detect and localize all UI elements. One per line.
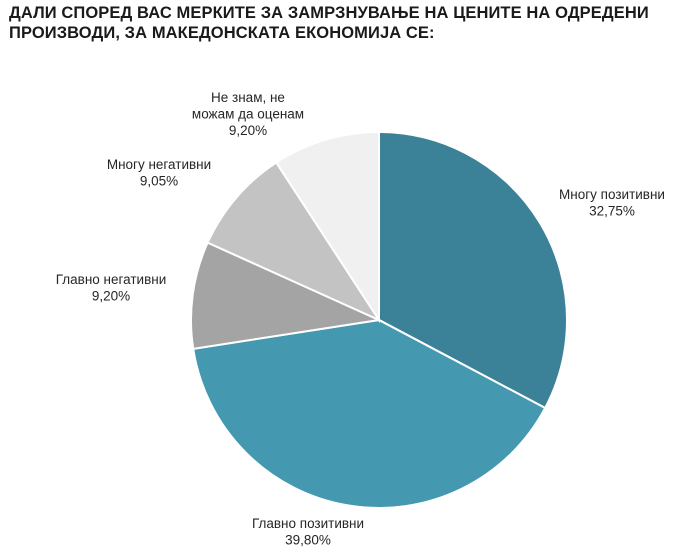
slice-label-5: Не знам, не можам да оценам 9,20% [192,90,304,138]
pie-slice-3 [190,241,383,350]
pie-labels: Многу позитивни 32,75% Главно позитивни 39,… [56,90,665,548]
slice-value-label: 9,05% [140,174,178,189]
slice-value-label: 39,80% [285,533,331,548]
pie-slice-4 [206,161,382,323]
slice-category-label: Главно позитивни [252,516,364,531]
slice-category-label: можам да оценам [192,107,304,122]
slice-value-label: 9,20% [229,123,267,138]
slice-label-1: Многу позитивни 32,75% [559,187,665,219]
pie-slice-1 [378,130,569,410]
pie-slices [190,130,569,509]
slice-category-label: Главно негативни [56,272,167,287]
slice-label-3: Главно негативни 9,20% [56,272,167,304]
slice-value-label: 9,20% [92,289,130,304]
pie-slice-5 [274,130,380,324]
slice-category-label: Не знам, не [211,90,285,105]
chart-title: ДАЛИ СПОРЕД ВАС МЕРКИТЕ ЗА ЗАМРЗНУВАЊЕ Н… [9,4,649,42]
slice-category-label: Многу позитивни [559,187,665,202]
slice-label-4: Многу негативни 9,05% [107,157,211,189]
slice-label-2: Главно позитивни 39,80% [252,516,364,548]
slice-category-label: Многу негативни [107,157,211,172]
slice-value-label: 32,75% [589,204,635,219]
pie-slice-2 [192,318,547,509]
